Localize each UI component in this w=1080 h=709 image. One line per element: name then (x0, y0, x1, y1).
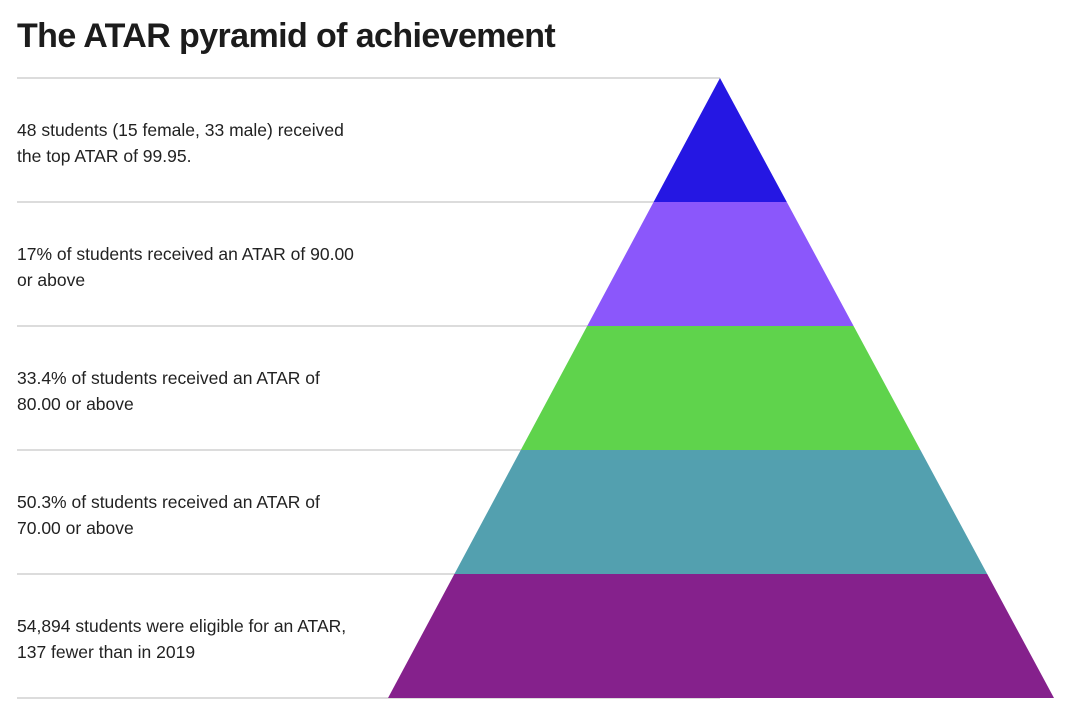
tier-label-top-atar: 48 students (15 female, 33 male) receive… (17, 120, 344, 166)
pyramid-tiers (388, 78, 1054, 698)
pyramid-tier-2 (587, 202, 854, 326)
tier-label-90-or-above: 17% of students received an ATAR of 90.0… (17, 244, 354, 290)
pyramid-tier-5 (388, 574, 1054, 698)
pyramid-tier-4 (454, 450, 988, 574)
tier-label-80-or-above: 33.4% of students received an ATAR of 80… (17, 368, 320, 414)
pyramid-tier-3 (520, 326, 921, 450)
tier-label-70-or-above: 50.3% of students received an ATAR of 70… (17, 492, 320, 538)
pyramid-tier-1 (653, 78, 787, 202)
chart-title: The ATAR pyramid of achievement (17, 17, 556, 55)
tier-label-eligible-students: 54,894 students were eligible for an ATA… (17, 616, 347, 662)
